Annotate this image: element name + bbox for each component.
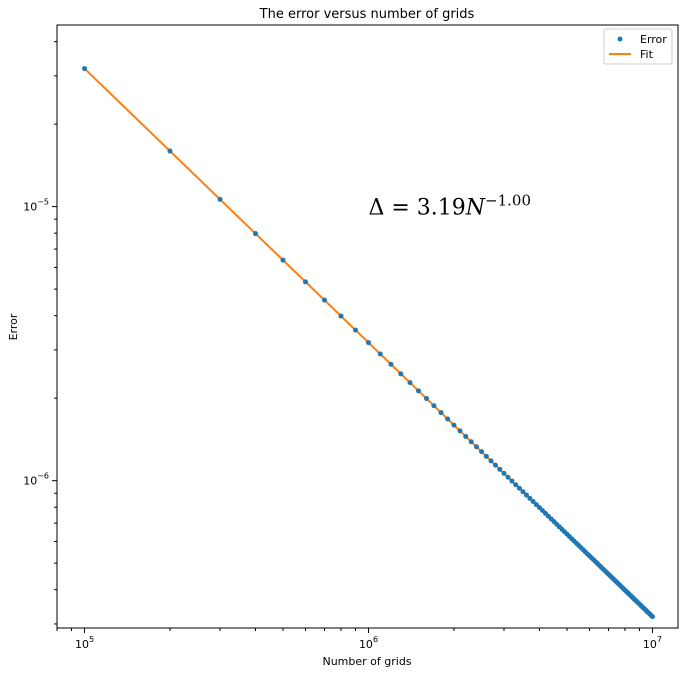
error-points: [82, 66, 655, 620]
error-point: [520, 489, 526, 495]
error-point: [497, 466, 503, 472]
error-point: [483, 453, 489, 459]
y-tick-label: 10−6: [23, 472, 49, 488]
legend-error-marker: [617, 36, 623, 42]
error-point: [533, 502, 539, 508]
error-point: [388, 361, 394, 367]
error-point: [463, 433, 469, 439]
x-axis-ticks: 105 106 107: [56, 628, 662, 651]
error-point: [407, 380, 413, 386]
error-point: [438, 410, 444, 416]
error-point: [523, 492, 529, 498]
error-point: [468, 439, 474, 445]
error-point: [488, 458, 494, 464]
error-point: [423, 396, 429, 402]
error-point: [252, 231, 258, 237]
error-point: [353, 327, 359, 333]
error-point: [217, 196, 223, 202]
series-layer: [82, 66, 655, 620]
x-tick-label: 106: [359, 635, 378, 651]
legend-fit-label: Fit: [640, 48, 654, 61]
error-point: [445, 416, 451, 422]
chart-title: The error versus number of grids: [259, 7, 475, 22]
error-point: [473, 444, 479, 450]
y-tick-label: 10−5: [23, 198, 49, 214]
y-axis-ticks: 10−6 10−5: [23, 41, 57, 625]
error-point: [513, 482, 519, 488]
error-point: [527, 495, 533, 501]
y-axis-label: Error: [7, 313, 20, 340]
plot-frame: [56, 24, 679, 629]
error-point: [516, 485, 522, 491]
error-point: [338, 313, 344, 319]
error-point: [398, 371, 404, 377]
fit-equation-annotation: Δ = 3.19N−1.00: [368, 192, 531, 221]
x-axis-label: Number of grids: [322, 655, 411, 668]
legend: Error Fit: [603, 28, 673, 65]
error-point: [365, 340, 371, 346]
error-point: [451, 422, 457, 428]
error-point: [431, 403, 437, 409]
error-point: [501, 470, 507, 476]
error-point: [478, 449, 484, 455]
legend-error-label: Error: [640, 33, 667, 46]
error-point: [530, 498, 536, 504]
error-point: [82, 66, 88, 72]
error-point: [302, 279, 308, 285]
error-point: [416, 388, 422, 394]
error-point: [649, 614, 655, 620]
x-tick-label: 105: [75, 635, 94, 651]
error-point: [492, 462, 498, 468]
error-point: [505, 474, 511, 480]
error-point: [509, 478, 515, 484]
error-point: [322, 297, 328, 303]
x-tick-label: 107: [643, 635, 662, 651]
error-point: [167, 148, 173, 154]
error-point: [377, 351, 383, 357]
error-point: [280, 257, 286, 263]
error-point: [457, 428, 463, 434]
